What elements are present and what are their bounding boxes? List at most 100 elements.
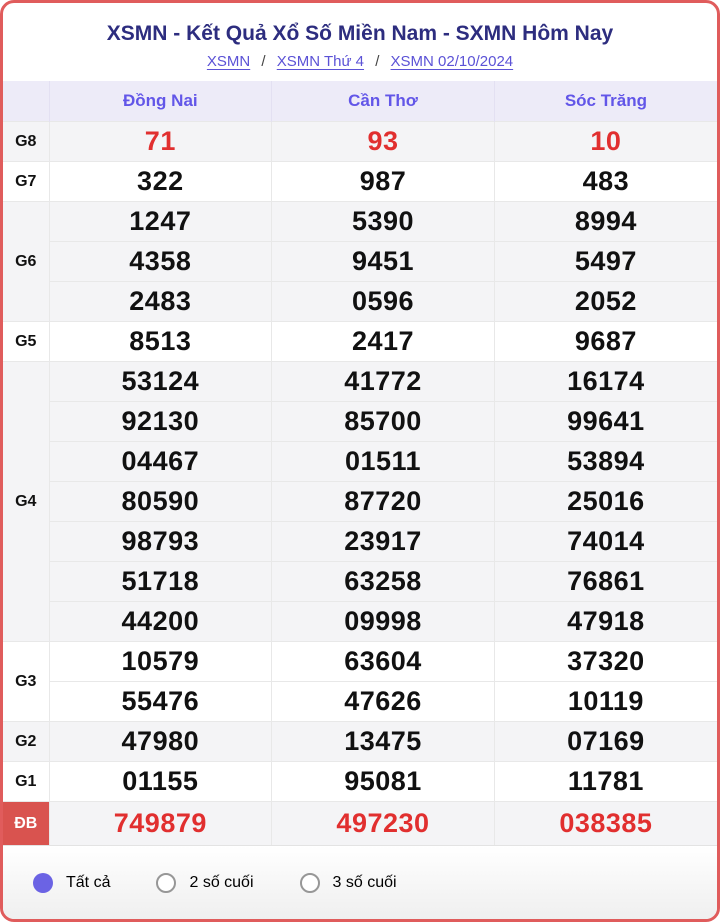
table-row: G6 1247 5390 8994	[3, 201, 717, 322]
result-number: 497230	[271, 801, 495, 845]
result-number: 09998	[271, 601, 495, 642]
prize-label-g3: G3	[3, 641, 49, 722]
result-number: 0596	[271, 281, 495, 322]
prize-label-g6: G6	[3, 201, 49, 322]
result-number: 5497	[493, 241, 717, 282]
result-number: 92130	[48, 401, 272, 442]
result-number: 63604	[271, 641, 495, 682]
filter-option-1[interactable]: 2 số cuối	[156, 872, 254, 893]
result-number: 987	[271, 161, 495, 202]
result-number: 9687	[493, 321, 717, 362]
prize-column-header	[3, 81, 49, 122]
result-number: 11781	[493, 761, 717, 802]
prize-label-g2: G2	[3, 721, 49, 762]
column-header-dong-nai: Đồng Nai	[48, 81, 272, 122]
table-row: G3 10579 63604 37320	[3, 641, 717, 722]
result-number: 5390	[271, 201, 495, 242]
table-header-row: Đồng Nai Cần Thơ Sóc Trăng	[3, 81, 717, 122]
filter-bar: Tất cả 2 số cuối 3 số cuối	[3, 845, 717, 919]
filter-option-label: 2 số cuối	[189, 873, 254, 891]
filter-option-label: Tất cả	[66, 873, 111, 891]
table-row: G4 53124 41772 16174	[3, 361, 717, 642]
radio-selected-icon[interactable]	[33, 872, 53, 893]
result-number: 51718	[48, 561, 272, 602]
table-row: G7 322 987 483	[3, 161, 717, 202]
result-number: 9451	[271, 241, 495, 282]
table-row: 2483 0596 2052	[3, 281, 717, 322]
prize-label-đb: ĐB	[3, 801, 49, 845]
result-number: 038385	[493, 801, 717, 845]
table-row: G2 47980 13475 07169	[3, 721, 717, 762]
filter-option-2[interactable]: 3 số cuối	[299, 872, 397, 893]
column-header-can-tho: Cần Thơ	[271, 81, 495, 122]
result-number: 47980	[48, 721, 272, 762]
result-number: 8994	[493, 201, 717, 242]
column-header-soc-trang: Sóc Trăng	[493, 81, 717, 122]
table-row: 4358 9451 5497	[3, 241, 717, 282]
result-number: 47918	[493, 601, 717, 642]
breadcrumb-link-xsmn-thu-4[interactable]: XSMN Thứ 4	[276, 53, 365, 70]
result-number: 749879	[48, 801, 272, 845]
table-row: 51718 63258 76861	[3, 561, 717, 602]
result-number: 93	[271, 121, 495, 162]
result-number: 2417	[271, 321, 495, 362]
result-number: 04467	[48, 441, 272, 482]
table-row: G1 01155 95081 11781	[3, 761, 717, 802]
result-number: 74014	[493, 521, 717, 562]
prize-label-g7: G7	[3, 161, 49, 202]
table-row: 80590 87720 25016	[3, 481, 717, 522]
breadcrumb-separator: /	[375, 53, 380, 70]
table-row: 55476 47626 10119	[3, 681, 717, 722]
results-tbody: G8 71 93 10 G7 322 987 483 G6 1247 5390 8994 4358 945…	[3, 121, 717, 845]
result-number: 53894	[493, 441, 717, 482]
results-table: Đồng Nai Cần Thơ Sóc Trăng G8 71 93 10 G7 322…	[3, 81, 717, 845]
result-number: 63258	[271, 561, 495, 602]
result-number: 16174	[493, 361, 717, 402]
table-row: 44200 09998 47918	[3, 601, 717, 642]
table-row: G5 8513 2417 9687	[3, 321, 717, 362]
breadcrumb-link-xsmn[interactable]: XSMN	[206, 53, 251, 70]
result-number: 95081	[271, 761, 495, 802]
result-number: 01155	[48, 761, 272, 802]
result-number: 1247	[48, 201, 272, 242]
table-row: 04467 01511 53894	[3, 441, 717, 482]
prize-label-g4: G4	[3, 361, 49, 642]
result-number: 23917	[271, 521, 495, 562]
result-number: 8513	[48, 321, 272, 362]
result-number: 10119	[493, 681, 717, 722]
result-number: 10579	[48, 641, 272, 682]
filter-option-label: 3 số cuối	[332, 873, 397, 891]
breadcrumb-link-xsmn-date[interactable]: XSMN 02/10/2024	[390, 53, 514, 70]
radio-unselected-icon[interactable]	[156, 872, 177, 893]
table-row: ĐB 749879 497230 038385	[3, 801, 717, 845]
table-row: G8 71 93 10	[3, 121, 717, 162]
breadcrumb: XSMN / XSMN Thứ 4 / XSMN 02/10/2024	[3, 53, 717, 70]
prize-label-g5: G5	[3, 321, 49, 362]
page-title: XSMN - Kết Quả Xổ Số Miền Nam - SXMN Hôm…	[106, 22, 614, 45]
result-number: 98793	[48, 521, 272, 562]
result-number: 25016	[493, 481, 717, 522]
radio-unselected-icon[interactable]	[299, 872, 320, 893]
result-number: 37320	[493, 641, 717, 682]
prize-label-g1: G1	[3, 761, 49, 802]
result-number: 10	[493, 121, 717, 162]
result-number: 85700	[271, 401, 495, 442]
result-number: 41772	[271, 361, 495, 402]
result-number: 71	[48, 121, 272, 162]
result-number: 44200	[48, 601, 272, 642]
table-row: 98793 23917 74014	[3, 521, 717, 562]
result-number: 4358	[48, 241, 272, 282]
result-number: 76861	[493, 561, 717, 602]
result-number: 01511	[271, 441, 495, 482]
result-number: 483	[493, 161, 717, 202]
result-number: 07169	[493, 721, 717, 762]
result-number: 322	[48, 161, 272, 202]
breadcrumb-separator: /	[261, 53, 266, 70]
result-number: 2483	[48, 281, 272, 322]
result-number: 2052	[493, 281, 717, 322]
result-number: 53124	[48, 361, 272, 402]
filter-option-0[interactable]: Tất cả	[33, 872, 111, 893]
result-number: 80590	[48, 481, 272, 522]
result-number: 99641	[493, 401, 717, 442]
result-number: 87720	[271, 481, 495, 522]
